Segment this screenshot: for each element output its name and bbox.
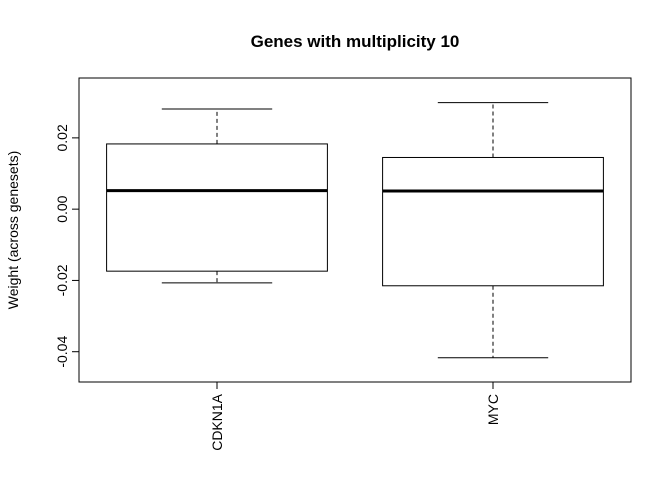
iqr-box — [382, 156, 604, 287]
iqr-box — [106, 143, 328, 272]
y-tick-label: 0.00 — [54, 195, 70, 222]
x-tick-label: CDKN1A — [209, 393, 225, 450]
y-tick-label: 0.02 — [54, 124, 70, 151]
x-axis: CDKN1A MYC — [209, 381, 501, 451]
y-axis-label: Weight (across genesets) — [5, 151, 21, 309]
chart-title: Genes with multiplicity 10 — [251, 32, 460, 51]
x-tick-label: MYC — [485, 394, 501, 425]
y-tick-label: -0.02 — [54, 264, 70, 296]
boxes-layer — [106, 102, 604, 359]
box-cdkn1a — [106, 108, 328, 284]
y-axis: -0.04 -0.02 0.00 0.02 — [54, 124, 80, 368]
y-tick-label: -0.04 — [54, 336, 70, 368]
box-myc — [382, 102, 604, 359]
